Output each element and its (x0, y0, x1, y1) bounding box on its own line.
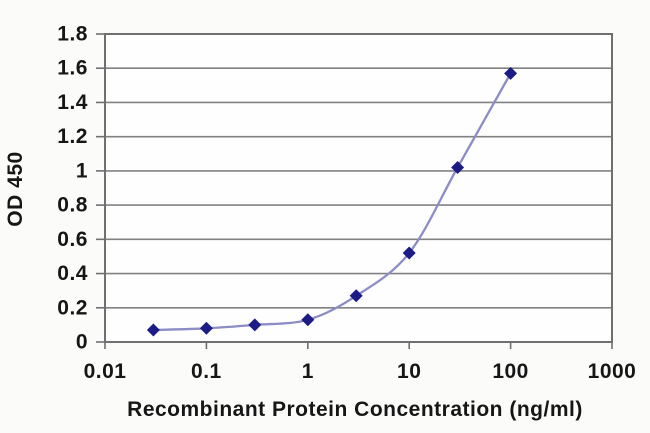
y-tick-label: 0.2 (57, 296, 88, 319)
y-tick-label: 1.8 (57, 23, 88, 46)
data-point-marker (248, 318, 262, 332)
x-tick-label: 1000 (588, 360, 637, 383)
data-point-marker (349, 289, 363, 303)
plot-area-background (105, 34, 612, 342)
plot-background-group (105, 34, 612, 342)
data-point-marker (199, 321, 213, 335)
data-point-marker (301, 313, 315, 327)
y-tick-label: 0.4 (57, 262, 88, 285)
plot-border-group (104, 33, 613, 343)
data-point-marker (146, 323, 160, 337)
ticks-group (96, 33, 613, 349)
y-tick-label: 0.8 (57, 194, 88, 217)
data-point-marker (504, 66, 518, 80)
x-tick-label: 0.1 (191, 360, 222, 383)
y-tick-label: 1 (76, 159, 88, 182)
gridlines-group (105, 67, 612, 309)
series-group (146, 66, 518, 337)
x-tick-label: 0.01 (84, 360, 127, 383)
y-tick-label: 0 (76, 331, 88, 354)
x-tick-label: 1 (302, 360, 314, 383)
data-point-marker (451, 160, 465, 174)
y-tick-label: 1.6 (57, 57, 88, 80)
plot-area-border (104, 33, 613, 343)
y-tick-label: 1.4 (57, 91, 88, 114)
tick-labels-group: 0 0.2 0.4 0.6 0.8 1 1.2 1.4 1.6 1.8 0.01 0.1 1 10 100 1… (57, 23, 636, 384)
y-axis-title: OD 450 (4, 151, 27, 227)
y-tick-label: 1.2 (57, 125, 88, 148)
x-tick-label: 100 (492, 360, 529, 383)
x-tick-label: 10 (397, 360, 421, 383)
data-point-marker (402, 246, 416, 260)
x-axis-title: Recombinant Protein Concentration (ng/ml… (127, 398, 583, 421)
y-tick-label: 0.6 (57, 228, 88, 251)
